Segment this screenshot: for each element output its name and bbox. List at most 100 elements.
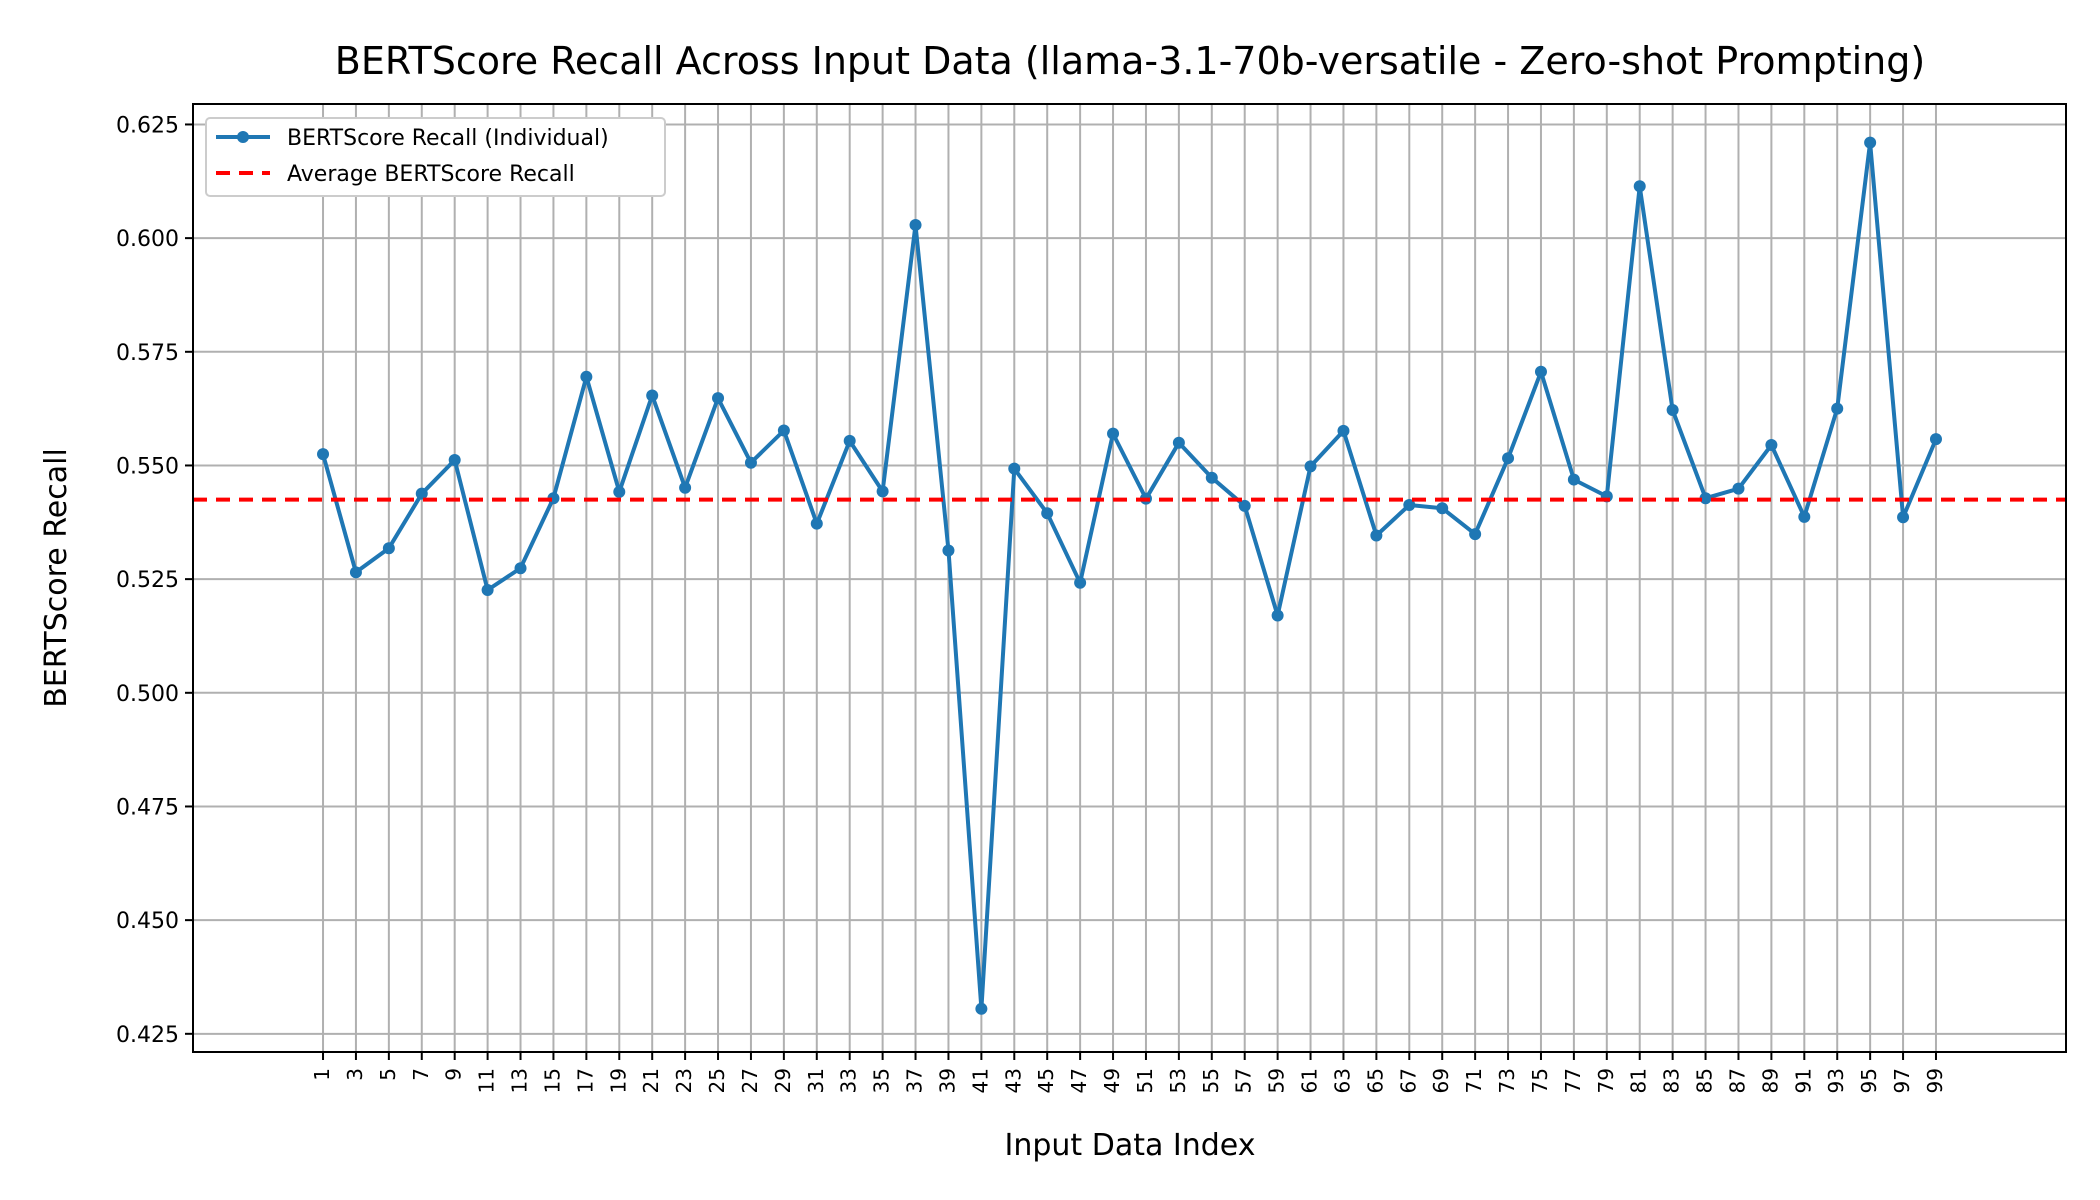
data-point <box>744 456 757 469</box>
x-tick-label: 1 <box>310 1068 334 1081</box>
x-tick-label: 17 <box>573 1068 597 1093</box>
data-point <box>909 218 922 231</box>
x-tick-label: 83 <box>1660 1068 1684 1093</box>
data-point <box>514 562 527 575</box>
data-point <box>1469 528 1482 541</box>
x-tick-label: 11 <box>475 1068 499 1093</box>
data-point <box>1370 529 1383 542</box>
y-tick-label: 0.425 <box>116 1023 179 1048</box>
x-tick-label: 35 <box>870 1068 894 1093</box>
x-tick-label: 89 <box>1758 1068 1782 1093</box>
data-point <box>1831 402 1844 415</box>
x-tick-label: 15 <box>540 1068 564 1093</box>
x-tick-label: 77 <box>1561 1068 1585 1093</box>
x-tick-label: 65 <box>1363 1068 1387 1093</box>
x-tick-label: 7 <box>409 1068 433 1081</box>
y-axis-label: BERTScore Recall <box>39 448 74 708</box>
x-tick-label: 29 <box>771 1068 795 1093</box>
x-tick-label: 67 <box>1396 1068 1420 1093</box>
data-point <box>942 544 955 557</box>
legend-label-individual: BERTScore Recall (Individual) <box>287 126 609 151</box>
y-tick-label: 0.450 <box>116 909 179 934</box>
data-point <box>1732 482 1745 495</box>
data-point <box>1699 492 1712 505</box>
x-tick-label: 45 <box>1034 1068 1058 1093</box>
data-point <box>1633 180 1646 193</box>
x-tick-label: 51 <box>1133 1068 1157 1093</box>
x-tick-label: 23 <box>672 1068 696 1093</box>
x-tick-label: 41 <box>968 1068 992 1093</box>
data-point <box>448 454 461 467</box>
data-point <box>1172 436 1185 449</box>
data-point <box>1074 576 1087 589</box>
data-point <box>843 434 856 447</box>
x-tick-label: 99 <box>1923 1068 1947 1093</box>
data-point <box>1567 473 1580 486</box>
x-tick-label: 75 <box>1528 1068 1552 1093</box>
x-tick-label: 55 <box>1199 1068 1223 1093</box>
data-point <box>580 370 593 383</box>
data-point <box>1929 433 1942 446</box>
x-tick-label: 19 <box>606 1068 630 1093</box>
data-point <box>1271 609 1284 622</box>
y-tick-label: 0.525 <box>116 568 179 593</box>
data-point <box>1436 502 1449 515</box>
x-tick-label: 71 <box>1462 1068 1486 1093</box>
x-tick-label: 13 <box>508 1068 532 1093</box>
x-tick-label: 85 <box>1693 1068 1717 1093</box>
x-tick-label: 49 <box>1100 1068 1124 1093</box>
data-point <box>1304 460 1317 473</box>
x-tick-label: 81 <box>1627 1068 1651 1093</box>
data-point <box>1008 462 1021 475</box>
x-tick-label: 53 <box>1166 1068 1190 1093</box>
data-point <box>1666 403 1679 416</box>
x-tick-label: 39 <box>935 1068 959 1093</box>
data-point <box>382 542 395 555</box>
data-point <box>1403 499 1416 512</box>
data-point <box>1337 424 1350 437</box>
data-point <box>1798 510 1811 523</box>
data-point <box>679 481 692 494</box>
x-tick-label: 87 <box>1725 1068 1749 1093</box>
x-tick-label: 61 <box>1298 1068 1322 1093</box>
data-point <box>1238 499 1251 512</box>
data-point <box>1765 439 1778 452</box>
data-point <box>975 1002 988 1015</box>
x-tick-label: 25 <box>705 1068 729 1093</box>
data-point <box>1205 471 1218 484</box>
legend-label-average: Average BERTScore Recall <box>287 162 575 187</box>
y-tick-label: 0.475 <box>116 795 179 820</box>
data-point <box>1502 452 1515 465</box>
data-point <box>317 448 330 461</box>
x-tick-label: 3 <box>343 1068 367 1081</box>
y-tick-label: 0.600 <box>116 227 179 252</box>
data-point <box>1107 427 1120 440</box>
legend-marker-individual <box>237 131 249 143</box>
plot-area <box>193 136 2066 1015</box>
x-tick-label: 91 <box>1791 1068 1815 1093</box>
x-tick-label: 73 <box>1495 1068 1519 1093</box>
data-point <box>415 487 428 500</box>
y-tick-label: 0.500 <box>116 682 179 707</box>
data-point <box>1864 136 1877 149</box>
data-point <box>481 584 494 597</box>
x-tick-label: 79 <box>1594 1068 1618 1093</box>
x-tick-label: 47 <box>1067 1068 1091 1093</box>
data-point <box>613 485 626 498</box>
x-tick-label: 69 <box>1429 1068 1453 1093</box>
y-tick-label: 0.625 <box>116 113 179 138</box>
x-tick-label: 63 <box>1330 1068 1354 1093</box>
y-axis-ticks: 0.425 0.450 0.475 0.500 0.525 0.550 0.575 0.600… <box>116 113 193 1048</box>
data-point <box>1534 365 1547 378</box>
x-tick-label: 31 <box>804 1068 828 1093</box>
x-tick-label: 5 <box>376 1068 400 1081</box>
chart-title: BERTScore Recall Across Input Data (llam… <box>335 39 1925 83</box>
data-point <box>1041 507 1054 520</box>
y-tick-label: 0.575 <box>116 341 179 366</box>
y-tick-label: 0.550 <box>116 454 179 479</box>
data-point <box>646 389 659 402</box>
x-tick-label: 9 <box>442 1068 466 1081</box>
data-point <box>1897 511 1910 524</box>
x-axis-ticks: 1 3 5 7 9 11 13 15 17 19 21 23 25 27 29 31 33 35 37 39 41 43 4… <box>310 1052 1947 1093</box>
